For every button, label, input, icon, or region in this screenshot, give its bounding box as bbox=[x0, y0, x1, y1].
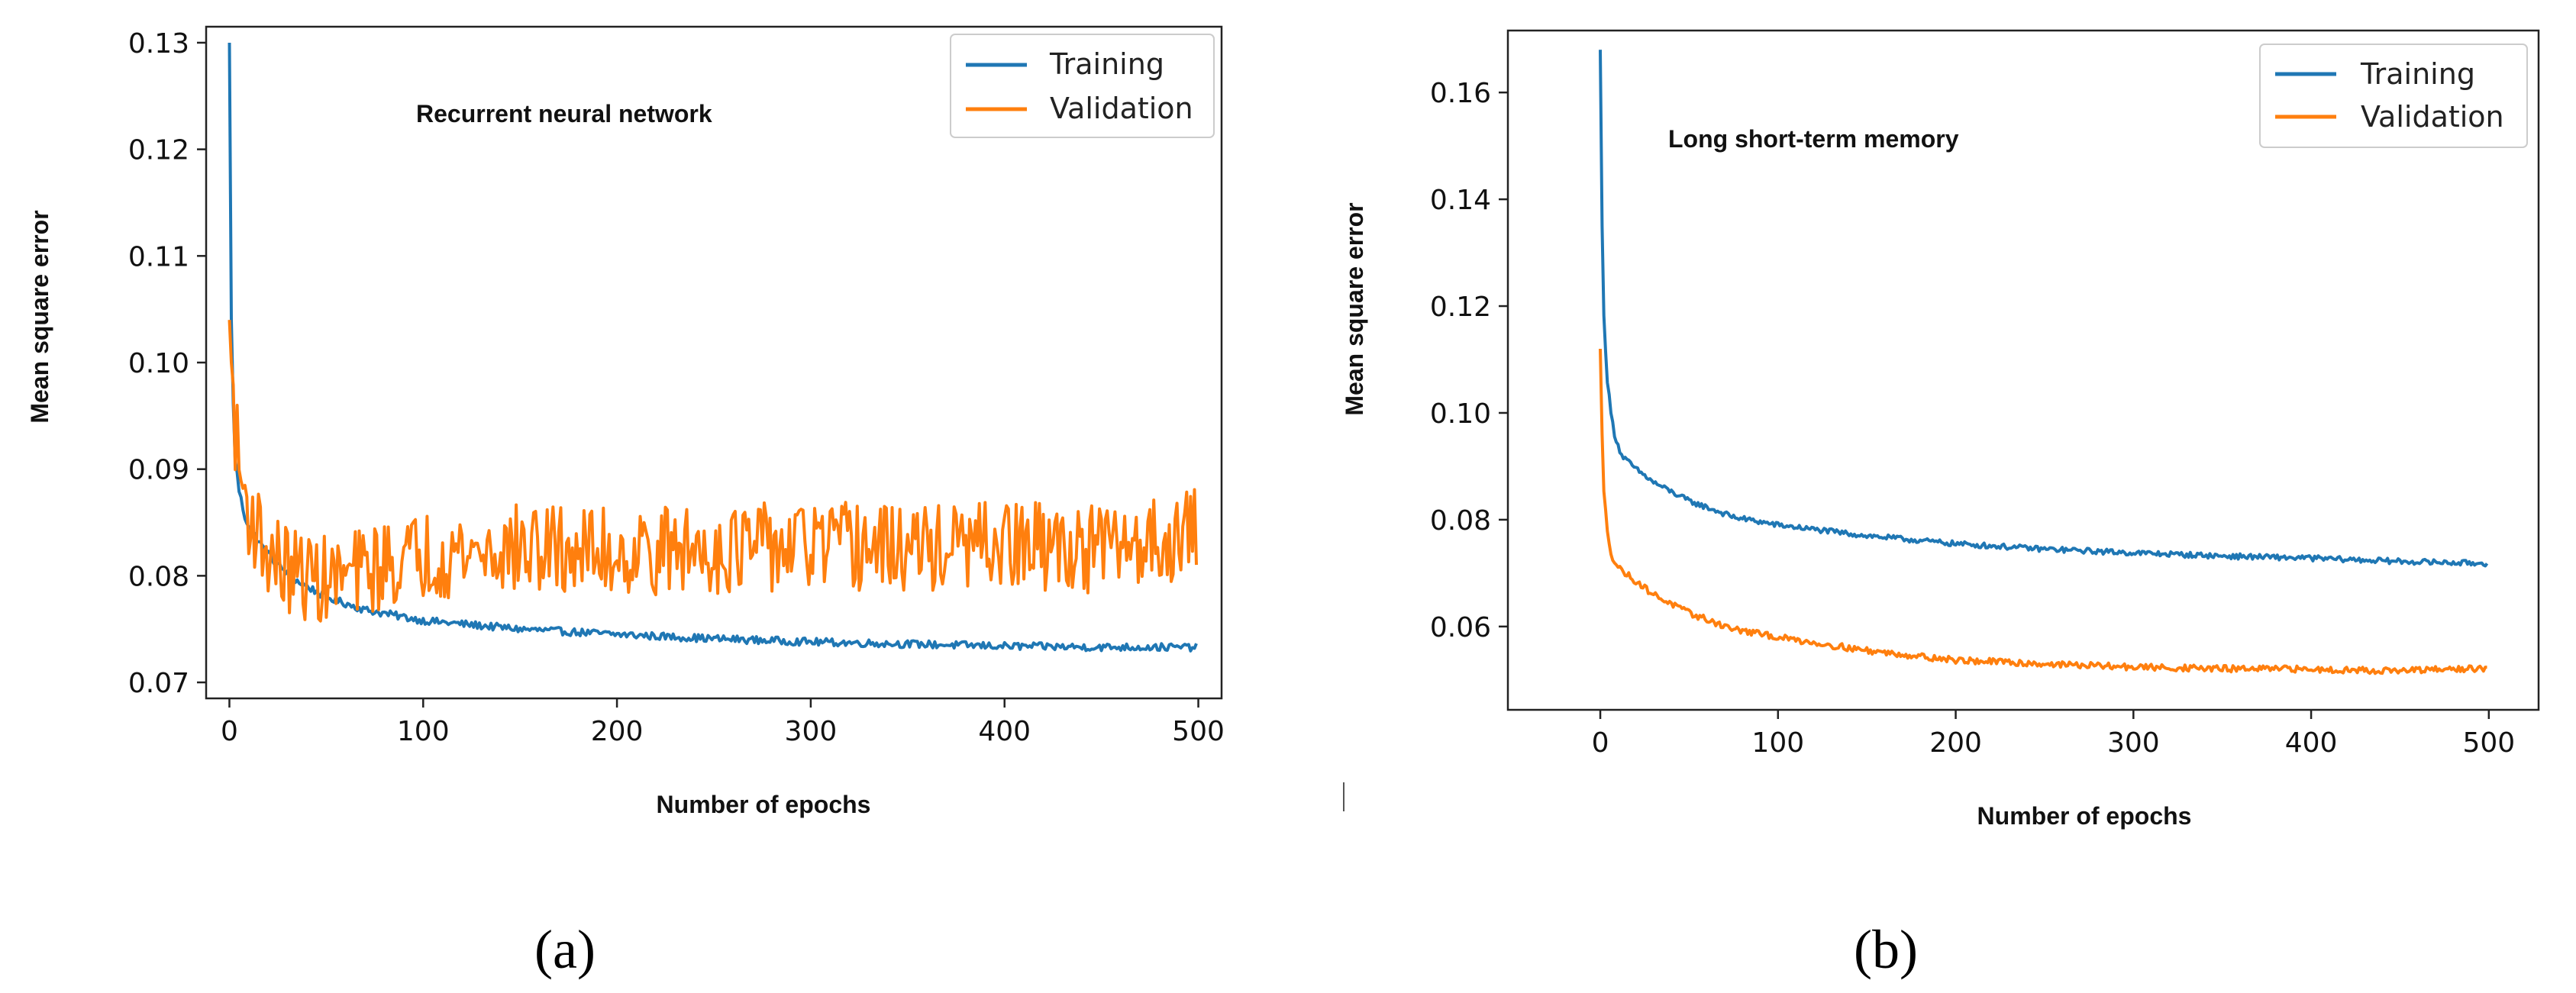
chart-a: 0 100 200 300 400 500 0.07 0.08 0.09 0.10 0.11 0.1… bbox=[26, 25, 1225, 980]
chart-b-xtick-label: 200 bbox=[1929, 727, 1982, 759]
chart-a-xtick-label: 0 bbox=[221, 716, 238, 747]
chart-a-ytick-label: 0.08 bbox=[128, 561, 189, 592]
chart-a-panel-label: (a) bbox=[534, 919, 596, 980]
chart-a-ytick-label: 0.09 bbox=[128, 455, 189, 486]
chart-b-legend: Training Validation bbox=[2259, 44, 2528, 148]
chart-a-series-training-line bbox=[228, 42, 1198, 653]
chart-b-ytick-label: 0.08 bbox=[1430, 505, 1491, 537]
chart-b-title: Long short-term memory bbox=[1668, 125, 1959, 153]
chart-a-xtick-label: 100 bbox=[397, 716, 450, 747]
chart-b-series-validation-line bbox=[1599, 348, 2487, 675]
chart-b-ytick-label: 0.16 bbox=[1430, 78, 1491, 109]
chart-b-x-ticks: 0 100 200 300 400 500 bbox=[1592, 710, 2515, 759]
chart-b-ytick-label: 0.14 bbox=[1430, 185, 1491, 216]
chart-b-ytick-label: 0.12 bbox=[1430, 292, 1491, 323]
chart-a-x-ticks: 0 100 200 300 400 500 bbox=[221, 698, 1225, 747]
chart-a-plot-area bbox=[228, 42, 1198, 653]
chart-a-ytick-label: 0.10 bbox=[128, 348, 189, 379]
chart-b-xlabel: Number of epochs bbox=[1977, 802, 2192, 830]
chart-a-frame bbox=[205, 25, 1223, 700]
chart-b-plot-area bbox=[1599, 50, 2489, 675]
chart-a-ytick-label: 0.13 bbox=[128, 28, 189, 60]
chart-a-xtick-label: 400 bbox=[978, 716, 1031, 747]
chart-a-y-ticks: 0.07 0.08 0.09 0.10 0.11 0.12 0.13 bbox=[128, 28, 206, 699]
chart-b-panel-label: (b) bbox=[1854, 919, 1918, 980]
chart-a-legend-label-validation: Validation bbox=[1050, 92, 1193, 125]
chart-b-xtick-label: 400 bbox=[2285, 727, 2338, 759]
chart-a-legend: Training Validation bbox=[950, 34, 1215, 138]
chart-a-series-validation-line bbox=[228, 320, 1198, 623]
chart-a-legend-box bbox=[950, 34, 1215, 138]
chart-b-xtick-label: 500 bbox=[2462, 727, 2515, 759]
chart-a-xtick-label: 200 bbox=[591, 716, 644, 747]
chart-a-title: Recurrent neural network bbox=[416, 100, 712, 127]
chart-b-xtick-label: 100 bbox=[1751, 727, 1804, 759]
chart-b-xtick-label: 300 bbox=[2107, 727, 2160, 759]
chart-b-ytick-label: 0.06 bbox=[1430, 612, 1491, 643]
chart-b-series-training-line bbox=[1599, 50, 2489, 568]
chart-a-ytick-label: 0.11 bbox=[128, 241, 189, 272]
chart-b-ylabel: Mean square error bbox=[1341, 202, 1368, 415]
chart-b-ytick-label: 0.10 bbox=[1430, 398, 1491, 430]
chart-b-y-ticks: 0.06 0.08 0.10 0.12 0.14 0.16 bbox=[1430, 78, 1508, 643]
chart-b-legend-label-validation: Validation bbox=[2361, 100, 2504, 134]
chart-a-xtick-label: 300 bbox=[785, 716, 838, 747]
chart-b-xtick-label: 0 bbox=[1592, 727, 1609, 759]
chart-a-ylabel: Mean square error bbox=[26, 210, 53, 423]
chart-a-xtick-label: 500 bbox=[1172, 716, 1225, 747]
chart-b-legend-box bbox=[2259, 44, 2528, 148]
chart-a-ytick-label: 0.12 bbox=[128, 135, 189, 166]
chart-a-legend-label-training: Training bbox=[1049, 47, 1164, 81]
chart-b-legend-label-training: Training bbox=[2360, 57, 2475, 91]
chart-b: 0 100 200 300 400 500 0.06 0.08 0.10 0.12 0.14 0.1… bbox=[1341, 29, 2540, 980]
chart-a-xlabel: Number of epochs bbox=[657, 791, 871, 818]
chart-a-ytick-label: 0.07 bbox=[128, 668, 189, 699]
